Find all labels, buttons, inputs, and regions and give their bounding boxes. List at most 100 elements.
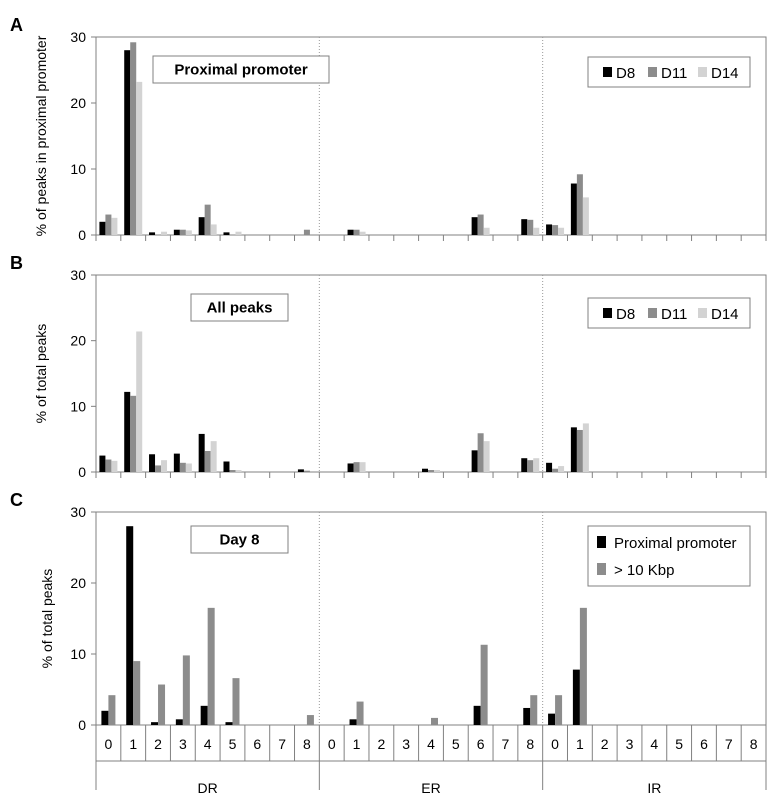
- x-category-label: 5: [452, 736, 460, 752]
- y-tick-label: 20: [70, 95, 86, 111]
- legend-swatch: [597, 563, 606, 575]
- y-tick-label: 10: [70, 646, 86, 662]
- bar-dr-1-d14: [136, 81, 143, 235]
- x-category-label: 0: [328, 736, 336, 752]
- bar-dr-0-d14: [111, 460, 118, 472]
- bar-dr-5-d8: [223, 232, 230, 235]
- bar-er-8-d11: [527, 460, 534, 472]
- bar-ir-0-d8: [546, 224, 553, 235]
- bar-er-1-d11: [353, 462, 360, 472]
- annotation-text: All peaks: [207, 300, 273, 317]
- x-category-label: 5: [229, 736, 237, 752]
- bar-ir-1-d14: [582, 423, 589, 472]
- y-tick-label: 30: [70, 504, 86, 520]
- group-label: DR: [198, 780, 218, 796]
- y-tick-label: 10: [70, 398, 86, 414]
- bar-dr-0-d8: [99, 455, 106, 472]
- legend-label: D8: [616, 306, 635, 323]
- bar-dr-1-d11: [130, 42, 137, 235]
- x-category-label: 7: [278, 736, 286, 752]
- legend-swatch: [698, 67, 707, 77]
- bar-dr-2-d8: [149, 454, 156, 472]
- legend-box: [587, 297, 751, 329]
- x-category-label: 4: [427, 736, 435, 752]
- bar-ir-0-proximal-promoter: [548, 713, 556, 725]
- y-tick-label: 20: [70, 575, 86, 591]
- legend-box: [587, 525, 751, 587]
- bar-er-8-d8: [521, 458, 528, 472]
- bar-er-8-proximal-promoter: [523, 707, 531, 725]
- bar-ir-0-d11: [552, 225, 559, 235]
- x-category-label: 8: [526, 736, 534, 752]
- panel-letter: A: [10, 15, 23, 35]
- y-tick-label: 10: [70, 161, 86, 177]
- bar-dr-8-d8: [297, 469, 304, 472]
- bar-er-6-d14: [483, 441, 490, 472]
- bar-dr-5-d14: [235, 470, 242, 472]
- bar-dr-5-d11: [229, 470, 236, 472]
- bar-er-6-d8: [471, 450, 478, 472]
- group-label: IR: [647, 780, 661, 796]
- bar-dr-4-d8: [198, 433, 205, 472]
- x-category-label: 7: [725, 736, 733, 752]
- legend-box: [587, 56, 751, 88]
- x-category-label: 2: [154, 736, 162, 752]
- x-category-label: 6: [700, 736, 708, 752]
- bar-er-1-d14: [359, 462, 366, 472]
- panel-a: 0 10 20 30 % of peaks in proximal promoter A P…: [10, 15, 767, 243]
- bar-dr-4-d14: [210, 441, 217, 472]
- legend-label: D11: [661, 65, 687, 82]
- legend-swatch: [698, 308, 707, 318]
- bar-er-4--10-kbp: [431, 717, 438, 725]
- bar-dr-3-d14: [185, 230, 192, 235]
- bar-dr-5-proximal-promoter: [225, 722, 233, 725]
- bar-ir-1-d11: [576, 429, 583, 472]
- x-category-label: 0: [551, 736, 559, 752]
- panel-letter: C: [10, 490, 23, 510]
- bar-er-1-d11: [353, 229, 360, 235]
- bar-ir-1-d14: [582, 197, 589, 235]
- bar-dr-8-d11: [303, 229, 310, 235]
- legend-swatch: [597, 536, 606, 548]
- bar-dr-5--10-kbp: [232, 678, 240, 725]
- bar-er-1-d14: [359, 231, 366, 235]
- bar-dr-0-d11: [105, 459, 112, 472]
- group-label: ER: [421, 780, 440, 796]
- x-category-label: 3: [179, 736, 187, 752]
- x-category-label: 0: [105, 736, 113, 752]
- bar-dr-8--10-kbp: [306, 715, 314, 725]
- bar-dr-1-d8: [124, 391, 131, 472]
- bar-dr-3-d8: [173, 229, 180, 235]
- x-category-label: 1: [129, 736, 137, 752]
- annotation-box: [190, 293, 289, 322]
- bar-er-8-d11: [527, 219, 534, 235]
- bar-dr-0-d8: [99, 221, 106, 235]
- bar-er-8--10-kbp: [530, 695, 538, 725]
- bar-dr-0-d14: [111, 217, 118, 235]
- bar-dr-0-proximal-promoter: [101, 710, 109, 725]
- bar-er-6-d11: [477, 433, 484, 472]
- annotation-box: [190, 525, 289, 554]
- bar-ir-1-d8: [570, 183, 577, 235]
- panel-b: 0 10 20 30 % of total peaks B All peaks D8 D11 D1…: [10, 253, 767, 480]
- bar-dr-1-d8: [124, 50, 131, 236]
- legend-label: Proximal promoter: [614, 535, 737, 552]
- bar-er-4-d8: [422, 468, 428, 472]
- x-category-label: 8: [303, 736, 311, 752]
- x-category-label: 7: [502, 736, 510, 752]
- annotation-text: Proximal promoter: [174, 62, 308, 79]
- bar-ir-1-d8: [570, 427, 577, 472]
- bar-ir-1-d11: [576, 174, 583, 235]
- bar-er-8-d14: [533, 458, 540, 472]
- bar-dr-3--10-kbp: [182, 655, 190, 725]
- x-category-label: 3: [626, 736, 634, 752]
- y-axis-label: % of total peaks: [33, 324, 49, 424]
- bar-ir-1-proximal-promoter: [572, 669, 580, 725]
- bar-dr-3-d11: [179, 229, 186, 235]
- x-category-label: 1: [576, 736, 584, 752]
- bar-dr-0-d11: [105, 214, 112, 235]
- bar-er-4-d14: [434, 470, 440, 472]
- plot-frame: [95, 36, 767, 236]
- bar-er-8-d8: [521, 219, 528, 235]
